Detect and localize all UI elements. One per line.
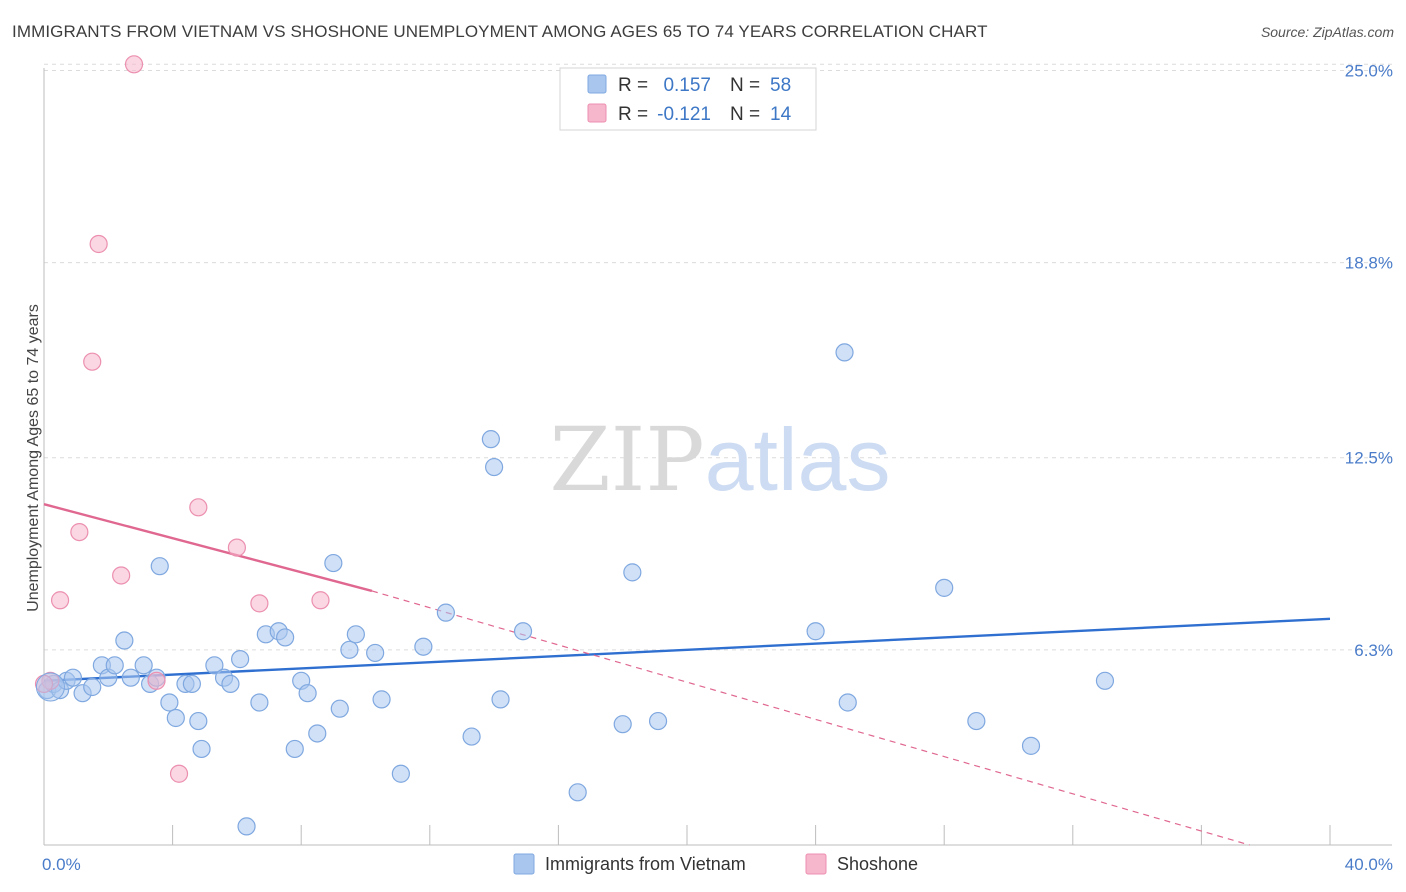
y-tick-label-1: 12.5% (1345, 449, 1393, 468)
trend-dashed-1 (371, 590, 1250, 846)
y-tick-labels: 6.3% 12.5% 18.8% 25.0% (1345, 61, 1393, 659)
data-point-0-42 (414, 637, 433, 656)
data-point-0-50 (613, 715, 632, 734)
data-point-1-2 (70, 522, 89, 542)
data-point-0-4 (63, 668, 83, 687)
data-point-0-16 (160, 693, 179, 712)
data-point-0-38 (346, 625, 365, 644)
x-tick-labels: 0.0% 40.0% (42, 855, 1393, 874)
data-point-0-57 (967, 711, 986, 731)
data-point-0-33 (298, 684, 317, 703)
bottom-legend: Immigrants from Vietnam Shoshone (513, 853, 918, 875)
data-point-0-10 (115, 631, 134, 650)
data-point-0-21 (192, 739, 211, 759)
data-point-0-43 (436, 603, 455, 622)
data-point-0-19 (182, 674, 201, 694)
data-point-0-55 (838, 693, 857, 712)
data-point-0-25 (231, 650, 250, 669)
data-point-0-58 (1021, 736, 1041, 755)
trend-line-0 (43, 617, 1331, 683)
data-point-0-54 (835, 343, 854, 362)
data-point-0-36 (330, 699, 349, 718)
data-point-0-41 (391, 764, 410, 783)
data-point-0-11 (121, 668, 140, 687)
data-point-1-11 (250, 594, 269, 613)
watermark: ZIPatlas (549, 408, 890, 511)
legend-n-label-1: N = (730, 104, 760, 125)
bottom-legend-swatch-0 (513, 853, 535, 875)
data-point-1-12 (311, 591, 330, 610)
data-point-0-31 (285, 739, 304, 759)
trend-lines (43, 503, 1331, 846)
chart-title: IMMIGRANTS FROM VIETNAM VS SHOSHONE UNEM… (12, 22, 988, 41)
y-tick-label-3: 25.0% (1345, 61, 1393, 80)
data-point-0-15 (150, 557, 169, 576)
data-point-0-56 (935, 578, 954, 597)
data-point-0-26 (237, 817, 256, 836)
axes (43, 68, 1392, 846)
data-point-0-59 (1095, 671, 1115, 690)
x-tick-label-1: 40.0% (1345, 855, 1393, 874)
data-point-1-3 (83, 352, 102, 371)
legend-swatch-1 (587, 103, 607, 123)
data-point-0-6 (83, 677, 102, 697)
data-point-0-34 (308, 724, 327, 743)
data-point-0-51 (623, 563, 642, 582)
data-point-0-46 (485, 457, 504, 477)
data-point-0-17 (166, 708, 185, 728)
data-point-1-7 (147, 671, 166, 690)
y-tick-label-2: 18.8% (1345, 254, 1393, 273)
trend-line-1 (43, 503, 373, 593)
grid-lines (44, 63, 1392, 651)
data-point-1-10 (227, 538, 246, 557)
bottom-legend-label-0: Immigrants from Vietnam (545, 854, 746, 874)
bottom-legend-swatch-1 (805, 853, 827, 875)
legend-swatch-0 (587, 74, 607, 94)
data-point-0-45 (481, 430, 500, 449)
legend-r-label-0: R = (618, 75, 648, 96)
data-point-0-37 (340, 640, 359, 659)
data-point-0-40 (372, 690, 391, 709)
legend-n-label-0: N = (730, 75, 760, 96)
data-point-0-20 (189, 711, 208, 731)
data-point-0-12 (134, 656, 153, 675)
legend-n-value-0: 58 (770, 75, 791, 96)
data-point-0-22 (205, 656, 224, 675)
data-point-1-13 (34, 674, 54, 694)
bottom-legend-label-1: Shoshone (837, 854, 918, 874)
data-point-0-47 (491, 690, 510, 709)
data-point-0-9 (105, 656, 124, 675)
data-point-0-24 (221, 674, 240, 694)
data-point-1-1 (50, 591, 70, 610)
legend-box: R = 0.157 N = 58 R = -0.121 N = 14 (559, 67, 817, 131)
x-tick-label-0: 0.0% (42, 855, 81, 874)
data-point-1-4 (89, 234, 108, 254)
data-point-1-5 (112, 566, 131, 585)
data-points (34, 55, 1115, 836)
data-point-0-39 (366, 643, 385, 663)
legend-r-value-1: -0.121 (657, 104, 711, 125)
data-point-0-48 (513, 622, 533, 641)
chart-source: Source: ZipAtlas.com (1260, 24, 1394, 40)
data-point-0-44 (462, 727, 481, 746)
data-point-1-9 (189, 498, 208, 517)
data-point-0-27 (250, 693, 269, 712)
data-point-cluster (35, 672, 65, 702)
legend-r-value-0: 0.157 (663, 75, 711, 96)
data-point-0-35 (324, 553, 343, 573)
data-point-0-49 (568, 783, 587, 802)
data-point-0-53 (806, 622, 825, 641)
y-tick-label-0: 6.3% (1354, 641, 1393, 660)
y-axis-label: Unemployment Among Ages 65 to 74 years (25, 304, 42, 612)
legend-n-value-1: 14 (770, 104, 792, 125)
data-point-1-6 (124, 55, 144, 74)
data-point-0-52 (648, 711, 668, 731)
legend-r-label-1: R = (618, 104, 648, 125)
data-point-0-30 (276, 628, 295, 647)
data-point-1-8 (169, 764, 189, 783)
